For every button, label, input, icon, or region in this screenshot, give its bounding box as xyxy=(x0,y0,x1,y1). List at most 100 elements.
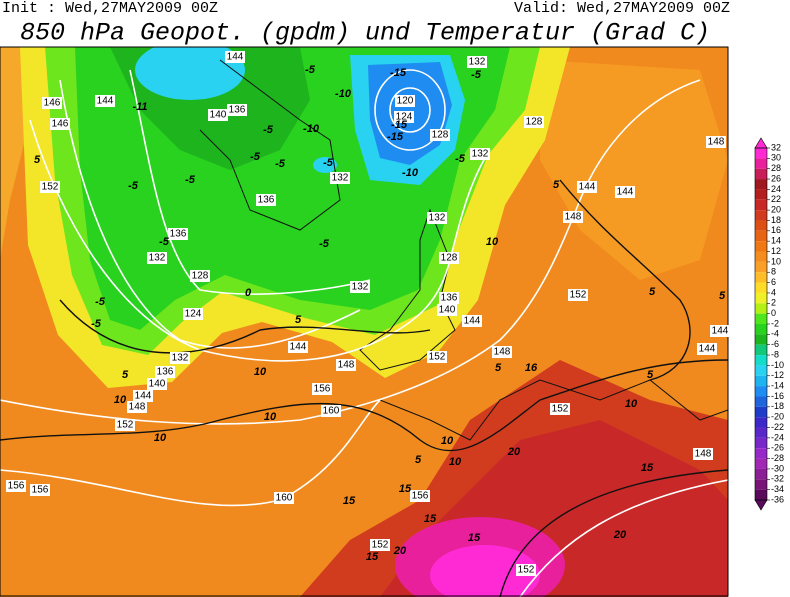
temperature-label: 10 xyxy=(114,394,127,406)
colorbar-segment xyxy=(755,189,767,200)
temperature-label: -5 xyxy=(323,157,334,169)
geopotential-label: 124 xyxy=(185,309,202,320)
geopotential-label-box xyxy=(350,281,370,293)
colorbar-tick-label: -18 xyxy=(771,401,784,411)
geopotential-label: 152 xyxy=(552,404,569,415)
temperature-label: -5 xyxy=(185,174,196,186)
colorbar-tick-label: -2 xyxy=(771,318,779,328)
colorbar-segment xyxy=(755,479,767,490)
temperature-label: 10 xyxy=(254,366,267,378)
geopotential-label: 148 xyxy=(129,402,146,413)
geopotential-label-box xyxy=(50,118,70,130)
geopotential-label: 144 xyxy=(617,187,634,198)
colorbar-segment xyxy=(755,448,767,459)
temperature-label: -5 xyxy=(250,151,261,163)
geopotential-label-box xyxy=(437,304,457,316)
colorbar-segment xyxy=(755,334,767,345)
geopotential-label: 132 xyxy=(149,253,166,264)
colorbar-segment xyxy=(755,261,767,273)
geopotential-label-box xyxy=(170,352,190,364)
geopotential-label-box xyxy=(427,212,447,224)
colorbar-segment xyxy=(755,241,767,252)
colorbar-segment xyxy=(755,148,767,159)
geopotential-label-box xyxy=(95,95,115,107)
geopotential-label-box xyxy=(693,448,713,460)
geopotential-label: 152 xyxy=(429,352,446,363)
geopotential-label-box xyxy=(274,492,294,504)
colorbar-segment xyxy=(755,220,767,231)
geopotential-label: 144 xyxy=(579,182,596,193)
colorbar-tick-label: 6 xyxy=(771,277,776,287)
geopotential-label-box xyxy=(394,111,414,123)
geopotential-label-box xyxy=(439,292,459,304)
geopotential-label-box xyxy=(183,308,203,320)
geopotential-label: 144 xyxy=(712,326,729,337)
colorbar-segment xyxy=(755,396,767,407)
geopotential-label-box xyxy=(430,129,450,141)
temperature-label: -5 xyxy=(275,158,286,170)
temperature-label: 10 xyxy=(154,432,167,444)
temperature-label: 5 xyxy=(295,314,302,326)
temperature-label: -11 xyxy=(132,101,147,113)
geopotential-label-box xyxy=(30,484,50,496)
colorbar-tick-label: -36 xyxy=(771,494,784,504)
coastline xyxy=(199,59,341,231)
colorbar-segment xyxy=(755,230,767,242)
temperature-label: -10 xyxy=(402,167,419,179)
geopotential-label: 120 xyxy=(397,96,414,107)
geopotential-label-box xyxy=(336,359,356,371)
colorbar-segment xyxy=(755,199,767,211)
colorbar-tick-label: -8 xyxy=(771,349,779,359)
temperature-label: 0 xyxy=(245,287,252,299)
geopotential-label: 144 xyxy=(97,96,114,107)
colorbar-tick-label: 32 xyxy=(771,142,781,152)
colorbar-segment xyxy=(755,386,767,397)
geopotential-label-box xyxy=(427,351,447,363)
colorbar-segment xyxy=(755,292,767,304)
coastline xyxy=(379,379,728,441)
colorbar-segment xyxy=(755,355,767,366)
colorbar-tick-label: 30 xyxy=(771,153,781,163)
isotherm xyxy=(59,299,431,354)
geopotential-label: 156 xyxy=(8,481,25,492)
colorbar-tick-label: -12 xyxy=(771,370,784,380)
colorbar-tick-label: 8 xyxy=(771,267,776,277)
temperature-label: 15 xyxy=(399,483,412,495)
geopotential-label-box xyxy=(516,564,536,576)
geopotential-label: 132 xyxy=(352,282,369,293)
temperature-label: 15 xyxy=(424,513,437,525)
temperature-label: 20 xyxy=(507,446,521,458)
geopotential-label: 160 xyxy=(276,493,293,504)
contour xyxy=(0,399,381,507)
geopotential-label: 148 xyxy=(494,347,511,358)
geopotential-label: 156 xyxy=(314,384,331,395)
temperature-label: 15 xyxy=(641,462,654,474)
geopotential-label-box xyxy=(256,194,276,206)
geopotential-label-box xyxy=(710,325,730,337)
temperature-label: 15 xyxy=(468,532,481,544)
temperature-label: 5 xyxy=(122,369,129,381)
colorbar-segment xyxy=(755,272,767,283)
colorbar-tick-label: 2 xyxy=(771,298,776,308)
contour xyxy=(29,119,491,362)
temperature-label: 15 xyxy=(366,551,379,563)
colorbar-segment xyxy=(755,458,767,469)
geopotential-label-box xyxy=(225,51,245,63)
geopotential-label: 152 xyxy=(42,182,59,193)
geopotential-label: 136 xyxy=(258,195,275,206)
colorbar-tick-label: 28 xyxy=(771,163,781,173)
geopotential-label: 156 xyxy=(412,491,429,502)
geopotential-label-box xyxy=(133,390,153,402)
temperature-label: 15 xyxy=(343,495,356,507)
valid-time: Valid: Wed,27MAY2009 00Z xyxy=(514,0,730,17)
colorbar-tick-label: -26 xyxy=(771,443,784,453)
colorbar-tick-label: -14 xyxy=(771,380,784,390)
colorbar-segment xyxy=(755,375,767,387)
cold-zone xyxy=(135,47,245,100)
geopotential-label-box xyxy=(550,403,570,415)
temperature-label: 10 xyxy=(264,411,277,423)
coastlines xyxy=(199,59,728,441)
temperature-field xyxy=(0,47,728,597)
colorbar-segment xyxy=(755,489,767,500)
